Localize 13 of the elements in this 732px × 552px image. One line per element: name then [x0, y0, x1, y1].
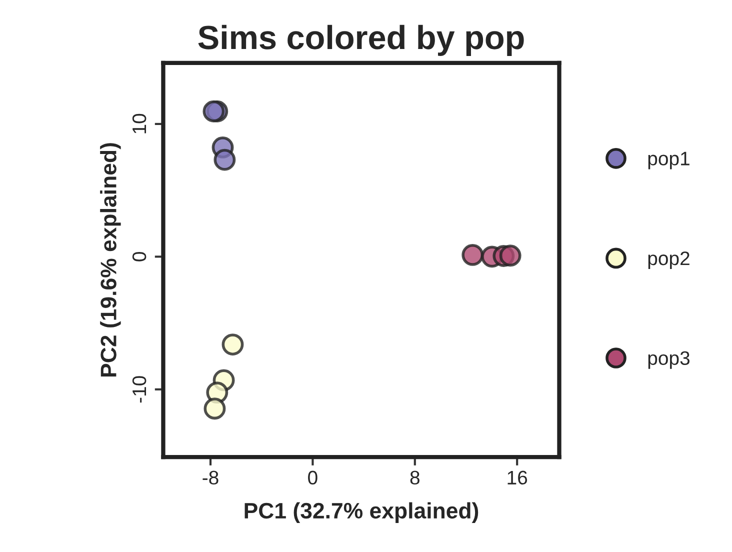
y-axis-title: PC2 (19.6% explained) [100, 143, 121, 376]
x-axis-title: PC1 (32.7% explained) [244, 502, 478, 523]
legend-label: pop3 [648, 351, 690, 369]
y-tick-label: 10 [132, 114, 146, 134]
x-tick-label: 0 [308, 470, 318, 485]
y-tick-label: -10 [132, 376, 146, 403]
legend-label: pop1 [648, 152, 690, 170]
chart-title: Sims colored by pop [198, 24, 524, 56]
x-tick-label: 8 [410, 470, 420, 485]
y-tick-label: 0 [132, 252, 146, 262]
x-tick-label: -8 [202, 470, 218, 485]
x-tick-label: 16 [508, 470, 528, 485]
legend-label: pop2 [648, 251, 690, 270]
